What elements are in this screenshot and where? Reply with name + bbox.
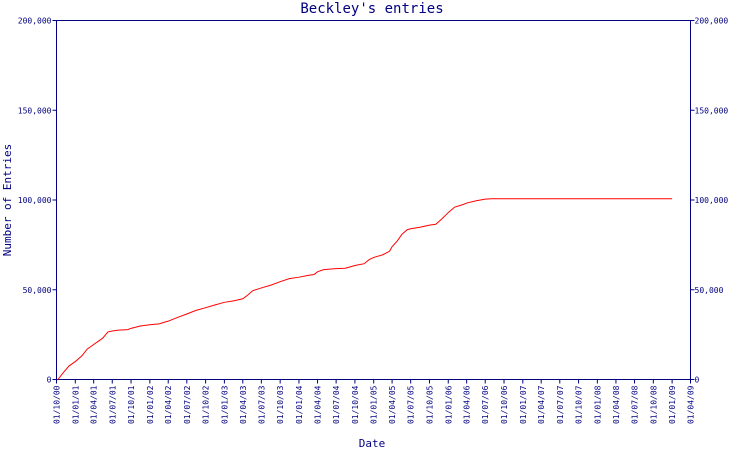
y-tick-label-right: 0 bbox=[695, 376, 700, 385]
x-tick-label: 01/04/05 bbox=[388, 385, 397, 424]
y-tick-label-right: 150,000 bbox=[695, 106, 729, 115]
x-axis-ticks: 01/10/00 01/01/01 01/04/01 01/07/01 01/10/01… bbox=[53, 379, 696, 424]
x-tick-label: 01/07/03 bbox=[257, 385, 266, 424]
x-tick-label: 01/04/06 bbox=[463, 385, 472, 424]
x-tick-label: 01/01/07 bbox=[519, 385, 528, 424]
x-tick-label: 01/07/01 bbox=[108, 385, 117, 424]
y-tick-label-right: 200,000 bbox=[695, 17, 729, 26]
x-tick-label: 01/07/04 bbox=[332, 385, 341, 424]
series-layer bbox=[57, 198, 673, 380]
plot-area bbox=[56, 20, 691, 380]
x-tick-label: 01/04/03 bbox=[239, 385, 248, 424]
x-tick-label: 01/07/05 bbox=[407, 385, 416, 424]
y-tick-label-left: 150,000 bbox=[18, 106, 52, 115]
x-tick-label: 01/01/01 bbox=[71, 385, 80, 424]
series-line bbox=[57, 198, 673, 380]
x-tick-label: 01/04/02 bbox=[164, 385, 173, 424]
x-tick-label: 01/01/09 bbox=[668, 385, 677, 424]
y-tick-label-left: 0 bbox=[47, 376, 52, 385]
y-axis-ticks: 0 0 50,000 50,000 100,000 100,000 150,000 150,0… bbox=[18, 17, 729, 385]
y-tick-label-right: 50,000 bbox=[695, 286, 724, 295]
x-tick-label: 01/01/05 bbox=[370, 385, 379, 424]
y-tick-label-left: 200,000 bbox=[18, 17, 52, 26]
x-axis-label: Date bbox=[359, 437, 386, 450]
x-tick-label: 01/04/08 bbox=[612, 385, 621, 424]
y-tick-label-right: 100,000 bbox=[695, 196, 729, 205]
x-tick-label: 01/10/00 bbox=[53, 385, 62, 424]
y-tick-label-left: 100,000 bbox=[18, 196, 52, 205]
y-axis-label: Number of Entries bbox=[1, 144, 14, 257]
y-tick-label-left: 50,000 bbox=[23, 286, 52, 295]
x-tick-label: 01/10/04 bbox=[351, 385, 360, 424]
x-tick-label: 01/07/07 bbox=[556, 385, 565, 424]
x-tick-label: 01/07/02 bbox=[183, 385, 192, 424]
x-tick-label: 01/04/04 bbox=[314, 385, 323, 424]
x-tick-label: 01/07/06 bbox=[481, 385, 490, 424]
x-tick-label: 01/01/08 bbox=[593, 385, 602, 424]
x-tick-label: 01/10/02 bbox=[202, 385, 211, 424]
x-tick-label: 01/04/07 bbox=[537, 385, 546, 424]
x-tick-label: 01/01/04 bbox=[295, 385, 304, 424]
x-tick-label: 01/10/07 bbox=[575, 385, 584, 424]
x-tick-label: 01/10/03 bbox=[276, 385, 285, 424]
x-tick-label: 01/04/09 bbox=[687, 385, 696, 424]
chart-title: Beckley's entries bbox=[300, 1, 443, 17]
x-tick-label: 01/04/01 bbox=[90, 385, 99, 424]
x-tick-label: 01/01/06 bbox=[444, 385, 453, 424]
x-tick-label: 01/07/08 bbox=[631, 385, 640, 424]
x-tick-label: 01/10/06 bbox=[500, 385, 509, 424]
x-tick-label: 01/10/08 bbox=[649, 385, 658, 424]
x-tick-label: 01/01/02 bbox=[146, 385, 155, 424]
x-tick-label: 01/10/05 bbox=[425, 385, 434, 424]
x-tick-label: 01/10/01 bbox=[127, 385, 136, 424]
x-tick-label: 01/01/03 bbox=[220, 385, 229, 424]
